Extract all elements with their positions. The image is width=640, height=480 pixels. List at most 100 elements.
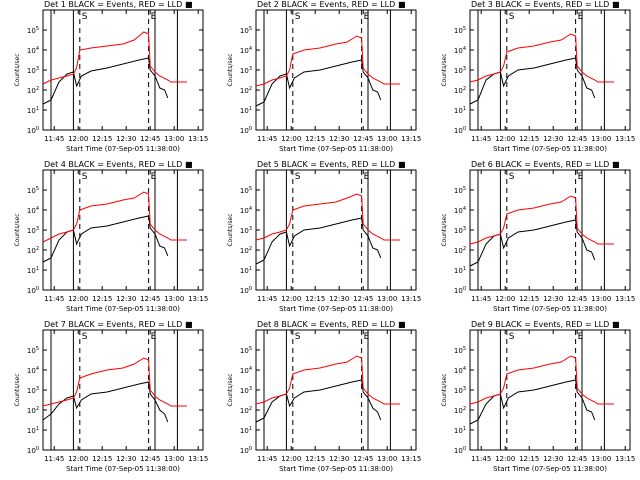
chart-title: Det 5 BLACK = Events, RED = LLD xyxy=(257,160,395,169)
series-line-lld xyxy=(42,357,187,407)
x-tick-label: 12:00 xyxy=(495,135,515,143)
annotation-label: E xyxy=(151,332,157,342)
x-axis-label: Start Time (07-Sep-05 11:38:00) xyxy=(66,145,180,153)
y-tick-label: 104 xyxy=(27,46,39,55)
y-tick-label: 100 xyxy=(27,286,39,295)
y-tick-label: 104 xyxy=(27,366,39,375)
x-tick-label: 11:45 xyxy=(471,295,491,303)
x-tick-label: 12:15 xyxy=(519,295,539,303)
y-tick-label: 103 xyxy=(240,66,252,75)
x-tick-label: 13:00 xyxy=(164,135,184,143)
y-tick-label: 100 xyxy=(454,126,466,135)
series-line-lld xyxy=(42,31,187,85)
x-tick-label: 12:00 xyxy=(68,135,88,143)
y-tick-label: 104 xyxy=(27,206,39,215)
series-line-lld xyxy=(469,33,614,83)
y-tick-label: 100 xyxy=(27,126,39,135)
x-tick-label: 12:45 xyxy=(140,455,160,463)
chart-panel-det-4: 100 101 102 103 104 105 11:45 12:00 12:15 12:30 12… xyxy=(14,160,208,313)
x-axis-label: Start Time (07-Sep-05 11:38:00) xyxy=(493,465,607,473)
x-axis-label: Start Time (07-Sep-05 11:38:00) xyxy=(66,305,180,313)
y-tick-label: 105 xyxy=(454,26,466,35)
series-line-lld xyxy=(42,191,187,243)
y-tick-label: 102 xyxy=(27,406,39,415)
plot-frame xyxy=(255,169,417,291)
x-axis-label: Start Time (07-Sep-05 11:38:00) xyxy=(279,305,393,313)
annotation-label: E xyxy=(151,12,157,22)
x-axis-label: Start Time (07-Sep-05 11:38:00) xyxy=(279,465,393,473)
x-tick-label: 12:30 xyxy=(116,295,136,303)
x-tick-label: 12:15 xyxy=(305,455,325,463)
x-tick-label: 12:00 xyxy=(495,455,515,463)
y-tick-label: 104 xyxy=(240,206,252,215)
y-tick-label: 100 xyxy=(454,286,466,295)
y-tick-label: 101 xyxy=(240,106,252,115)
legend-marker: ■ xyxy=(398,320,406,329)
x-tick-label: 13:15 xyxy=(401,135,421,143)
y-tick-label: 104 xyxy=(454,206,466,215)
series-line-events xyxy=(469,57,596,105)
legend-marker: ■ xyxy=(185,0,193,9)
legend-marker: ■ xyxy=(612,160,620,169)
x-tick-label: 11:45 xyxy=(257,455,277,463)
chart-panel-det-5: 100 101 102 103 104 105 11:45 12:00 12:15 12:30 12… xyxy=(227,160,421,313)
chart-panel-det-1: 100 101 102 103 104 105 11:45 12:00 12:15 12:30 12… xyxy=(14,0,208,153)
x-tick-label: 12:15 xyxy=(519,455,539,463)
x-tick-label: 11:45 xyxy=(257,135,277,143)
annotation-label: E xyxy=(364,12,370,22)
x-tick-label: 13:00 xyxy=(377,295,397,303)
series-line-events xyxy=(42,57,169,105)
x-tick-label: 12:15 xyxy=(92,295,112,303)
annotation-label: S xyxy=(295,332,301,342)
y-tick-label: 100 xyxy=(240,126,252,135)
y-axis-label: Counts/sec xyxy=(14,53,21,86)
y-tick-label: 104 xyxy=(454,46,466,55)
x-tick-label: 11:45 xyxy=(44,135,64,143)
x-tick-label: 12:00 xyxy=(281,135,301,143)
y-tick-label: 103 xyxy=(240,386,252,395)
series-line-lld xyxy=(469,355,614,405)
x-tick-label: 11:45 xyxy=(257,295,277,303)
x-tick-label: 12:45 xyxy=(567,455,587,463)
y-tick-label: 101 xyxy=(454,106,466,115)
plot-frame xyxy=(255,9,417,131)
y-tick-label: 105 xyxy=(27,26,39,35)
plot-frame xyxy=(42,9,204,131)
series-line-lld xyxy=(469,195,614,245)
chart-title: Det 6 BLACK = Events, RED = LLD xyxy=(471,160,609,169)
plot-frame xyxy=(255,329,417,451)
x-tick-label: 13:00 xyxy=(591,135,611,143)
y-axis-label: Counts/sec xyxy=(227,373,234,406)
y-axis-label: Counts/sec xyxy=(14,213,21,246)
y-axis-label: Counts/sec xyxy=(14,373,21,406)
plot-frame xyxy=(42,169,204,291)
x-tick-label: 11:45 xyxy=(471,455,491,463)
y-tick-label: 105 xyxy=(240,26,252,35)
y-tick-label: 101 xyxy=(240,266,252,275)
annotation-label: S xyxy=(82,172,88,182)
x-tick-label: 12:45 xyxy=(567,135,587,143)
x-tick-label: 12:30 xyxy=(543,455,563,463)
chart-title: Det 3 BLACK = Events, RED = LLD xyxy=(471,0,609,9)
chart-title: Det 8 BLACK = Events, RED = LLD xyxy=(257,320,395,329)
annotation-label: S xyxy=(295,12,301,22)
annotation-label: E xyxy=(578,12,584,22)
y-tick-label: 103 xyxy=(27,66,39,75)
annotation-label: S xyxy=(82,12,88,22)
y-tick-label: 102 xyxy=(454,246,466,255)
x-axis-label: Start Time (07-Sep-05 11:38:00) xyxy=(493,145,607,153)
x-tick-label: 13:15 xyxy=(615,135,635,143)
y-tick-label: 105 xyxy=(27,346,39,355)
plot-frame xyxy=(469,169,631,291)
chart-title: Det 1 BLACK = Events, RED = LLD xyxy=(44,0,182,9)
x-tick-label: 12:15 xyxy=(305,135,325,143)
x-axis-label: Start Time (07-Sep-05 11:38:00) xyxy=(279,145,393,153)
y-tick-label: 101 xyxy=(27,106,39,115)
x-tick-label: 11:45 xyxy=(44,295,64,303)
x-tick-label: 11:45 xyxy=(471,135,491,143)
x-tick-label: 12:30 xyxy=(116,135,136,143)
y-tick-label: 105 xyxy=(454,346,466,355)
chart-panel-det-9: 100 101 102 103 104 105 11:45 12:00 12:15 12:30 12… xyxy=(441,320,635,473)
chart-panel-det-2: 100 101 102 103 104 105 11:45 12:00 12:15 12:30 12… xyxy=(227,0,421,153)
series-line-events xyxy=(469,379,596,425)
